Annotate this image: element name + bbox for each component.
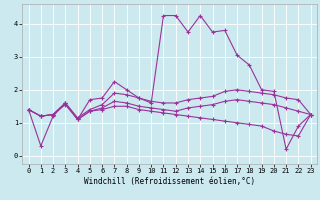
X-axis label: Windchill (Refroidissement éolien,°C): Windchill (Refroidissement éolien,°C) [84,177,255,186]
